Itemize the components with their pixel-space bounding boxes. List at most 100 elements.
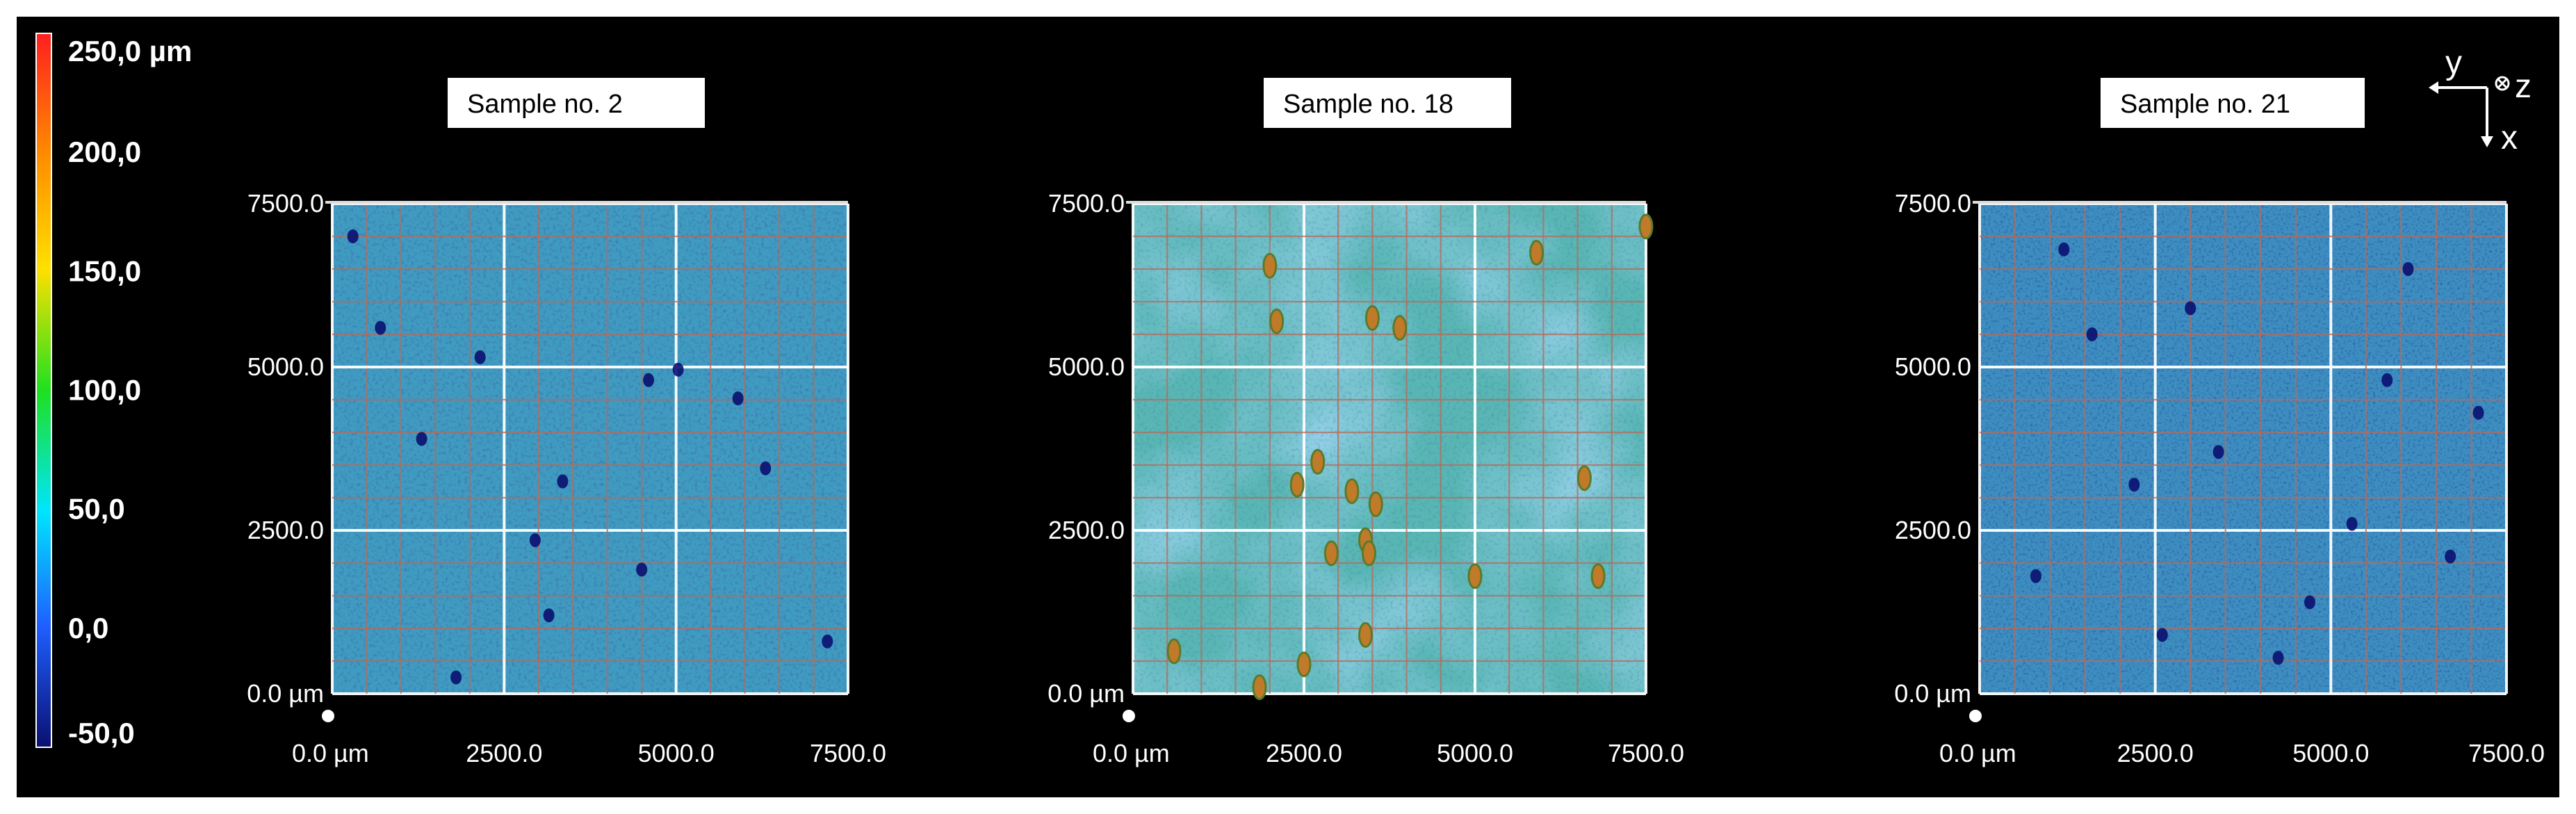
panel-title-box bbox=[2101, 78, 2365, 128]
surface-particle bbox=[1310, 448, 1326, 475]
colorbar-label: 100,0 bbox=[68, 374, 141, 407]
x-tick-label: 0.0 µm bbox=[1939, 739, 2016, 767]
axis-orientation-indicator: y x z bbox=[2429, 44, 2532, 156]
surface-pit bbox=[643, 373, 655, 387]
surface-particle bbox=[1638, 213, 1654, 240]
surface-particle bbox=[1344, 478, 1360, 505]
x-tick-label: 0.0 µm bbox=[292, 739, 369, 767]
surface-particle bbox=[1358, 621, 1373, 648]
origin-marker bbox=[1123, 710, 1135, 722]
surface-pit bbox=[672, 362, 684, 377]
y-tick-label: 0.0 µm bbox=[247, 679, 324, 708]
x-tick-label: 2500.0 bbox=[1266, 739, 1342, 767]
y-tick-label: 0.0 µm bbox=[1894, 679, 1971, 708]
y-tick-label: 7500.0 bbox=[1895, 189, 1971, 218]
y-tick-label: 5000.0 bbox=[1895, 352, 1971, 381]
y-tick-label: 0.0 µm bbox=[1047, 679, 1125, 708]
colorbar-label: -50,0 bbox=[68, 717, 135, 749]
y-tick-label: 7500.0 bbox=[1048, 189, 1125, 218]
surface-pit bbox=[347, 229, 359, 243]
surface-particle bbox=[1364, 305, 1380, 331]
origin-marker bbox=[322, 710, 334, 722]
surface-pit bbox=[732, 391, 744, 406]
x-tick-label: 5000.0 bbox=[1437, 739, 1513, 767]
colorbar-label: 150,0 bbox=[68, 254, 141, 287]
surface-pit bbox=[2472, 405, 2484, 420]
axis-indicator-x: x bbox=[2501, 120, 2518, 156]
y-tick-label: 5000.0 bbox=[1048, 352, 1125, 381]
panel-title: Sample no. 21 bbox=[2120, 90, 2290, 119]
colorbar-label: 50,0 bbox=[68, 493, 125, 526]
surface-particle bbox=[1269, 308, 1285, 334]
panel-3: Sample no. 21 7500.0 5000.0 2500.0 0.0 µm 0.0… bbox=[1894, 78, 2545, 767]
surface-pit bbox=[822, 634, 833, 649]
surface-pit bbox=[2346, 516, 2358, 531]
surface-pit bbox=[557, 474, 569, 489]
y-tick-label: 2500.0 bbox=[1895, 516, 1971, 544]
surface-pit bbox=[375, 320, 386, 335]
surface-particle bbox=[1262, 252, 1278, 279]
surface-texture bbox=[1980, 204, 2506, 694]
surface-particle bbox=[1368, 491, 1383, 517]
panel-title: Sample no. 18 bbox=[1283, 90, 1453, 119]
surface-pit bbox=[2030, 569, 2041, 583]
surface-texture bbox=[332, 204, 848, 694]
surface-pit bbox=[450, 670, 462, 685]
surface-pit bbox=[543, 608, 555, 623]
surface-texture bbox=[1133, 204, 1646, 694]
surface-particle bbox=[1392, 315, 1408, 341]
surface-particle bbox=[1361, 540, 1376, 567]
colorbar: 250,0 µm 200,0 150,0 100,0 50,0 0,0 -50,0 bbox=[35, 33, 192, 749]
surface-pit bbox=[474, 350, 486, 364]
axis-indicator-z-symbol bbox=[2495, 76, 2510, 91]
surface-particle bbox=[1590, 563, 1606, 589]
surface-particle bbox=[1529, 240, 1544, 266]
surface-pit bbox=[2212, 445, 2224, 459]
x-tick-label: 2500.0 bbox=[2117, 739, 2194, 767]
surface-pit bbox=[2272, 651, 2284, 665]
surface-particle bbox=[1576, 465, 1592, 491]
x-tick-label: 7500.0 bbox=[810, 739, 886, 767]
surface-pit bbox=[2086, 327, 2098, 341]
y-tick-label: 2500.0 bbox=[247, 516, 324, 544]
surface-pit bbox=[2445, 549, 2456, 564]
surface-pit bbox=[760, 461, 772, 475]
x-tick-label: 2500.0 bbox=[466, 739, 542, 767]
panel-title: Sample no. 2 bbox=[467, 90, 623, 119]
axis-arrowhead-y bbox=[2429, 81, 2438, 94]
panel-title-box bbox=[448, 78, 705, 128]
surface-particle bbox=[1296, 651, 1312, 678]
surface-pit bbox=[2185, 301, 2196, 316]
x-tick-label: 0.0 µm bbox=[1093, 739, 1170, 767]
x-tick-label: 5000.0 bbox=[638, 739, 715, 767]
colorbar-label: 200,0 bbox=[68, 136, 141, 168]
y-tick-label: 5000.0 bbox=[247, 352, 324, 381]
x-tick-label: 7500.0 bbox=[1608, 739, 1684, 767]
surface-particle bbox=[1166, 638, 1182, 665]
y-tick-label: 7500.0 bbox=[247, 189, 324, 218]
surface-particle bbox=[1323, 540, 1339, 567]
x-tick-label: 5000.0 bbox=[2292, 739, 2369, 767]
axis-indicator-z-cross-b bbox=[2497, 78, 2508, 89]
panels: Sample no. 2 7500.0 5000.0 2500.0 0.0 µm 0.0 … bbox=[247, 78, 2545, 767]
y-tick-label: 2500.0 bbox=[1048, 516, 1125, 544]
x-tick-label: 7500.0 bbox=[2468, 739, 2545, 767]
surface-pit bbox=[2128, 478, 2140, 492]
panel-2: Sample no. 18 7500.0 5000.0 2500.0 0.0 µm 0.0… bbox=[1047, 78, 1684, 767]
origin-marker bbox=[1969, 710, 1982, 722]
surface-pit bbox=[2381, 373, 2393, 387]
colorbar-labels: 250,0 µm 200,0 150,0 100,0 50,0 0,0 -50,0 bbox=[68, 35, 192, 749]
surface-particle bbox=[1289, 471, 1305, 498]
colorbar-label: 0,0 bbox=[68, 612, 108, 644]
surface-pit bbox=[636, 562, 648, 577]
surface-particle bbox=[1252, 674, 1267, 701]
panel-title-box bbox=[1264, 78, 1511, 128]
surface-particle bbox=[1467, 563, 1483, 589]
colorbar-gradient bbox=[35, 33, 52, 748]
axis-indicator-y: y bbox=[2445, 44, 2462, 81]
surface-pit bbox=[2156, 628, 2168, 642]
colorbar-label: 250,0 µm bbox=[68, 35, 192, 67]
panel-1: Sample no. 2 7500.0 5000.0 2500.0 0.0 µm 0.0 … bbox=[247, 78, 886, 767]
surface-pit bbox=[2304, 595, 2316, 610]
